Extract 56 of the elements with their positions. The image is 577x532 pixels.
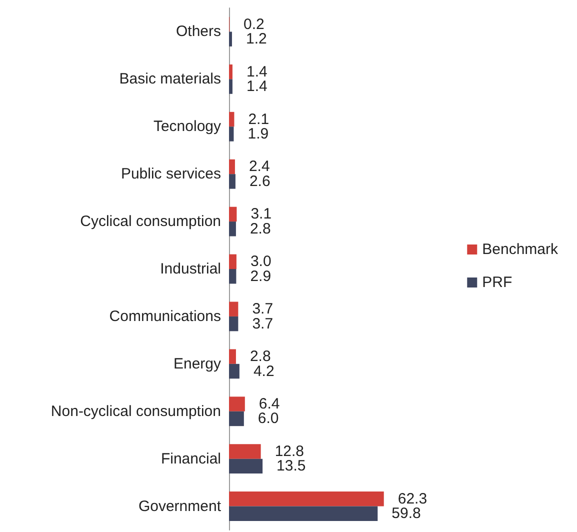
- bar: [229, 254, 236, 269]
- data-label: 6.4: [258, 396, 280, 413]
- data-label: 2.1: [248, 110, 270, 128]
- bar: [229, 316, 238, 332]
- data-label: 3.7: [252, 300, 274, 318]
- bar: [229, 458, 263, 474]
- data-label: 2.8: [250, 348, 271, 366]
- bar: [229, 506, 378, 521]
- y-tick-label: Industrial: [160, 260, 221, 278]
- bar: [229, 79, 232, 94]
- y-tick-label: Energy: [173, 355, 222, 372]
- bar: [229, 32, 232, 46]
- bar: [229, 349, 236, 364]
- data-label: 59.8: [392, 505, 421, 522]
- data-label: 0.2: [243, 16, 264, 33]
- y-tick-label: Communications: [109, 308, 221, 325]
- data-label: 1.4: [246, 78, 268, 96]
- bar: [229, 444, 261, 459]
- bar: [229, 206, 237, 222]
- data-label: 6.0: [258, 410, 279, 428]
- y-tick-label: Others: [176, 23, 221, 40]
- bar: [229, 174, 236, 189]
- bar: [229, 159, 235, 174]
- y-tick-label: Financial: [160, 450, 221, 468]
- legend-label: PRF: [482, 274, 512, 291]
- data-label: 2.4: [248, 158, 270, 176]
- bar: [229, 269, 236, 284]
- data-label: 2.6: [249, 172, 270, 190]
- y-tick-label: Non-cyclical consumption: [50, 402, 221, 420]
- data-label: 2.9: [250, 268, 272, 285]
- data-label: 3.1: [250, 206, 272, 223]
- bar: [229, 492, 384, 506]
- y-tick-label: Public services: [120, 166, 221, 183]
- bar: [229, 411, 244, 426]
- data-label: 1.4: [246, 63, 268, 80]
- data-label: 13.5: [276, 458, 306, 475]
- bar: [229, 396, 245, 412]
- bar: [229, 364, 240, 379]
- data-label: 62.3: [398, 490, 428, 508]
- data-label: 3.0: [250, 253, 272, 270]
- bar: [229, 302, 238, 316]
- data-label: 3.7: [252, 315, 274, 332]
- bar: [229, 112, 234, 127]
- data-label: 4.2: [253, 362, 274, 380]
- data-label: 1.2: [246, 30, 267, 48]
- data-label: 1.9: [248, 125, 269, 142]
- data-label: 2.8: [250, 220, 271, 238]
- legend-label: Benchmark: [482, 241, 558, 258]
- data-label: 12.8: [274, 442, 304, 460]
- y-tick-label: Cyclical consumption: [80, 213, 221, 230]
- bar: [229, 126, 234, 142]
- y-tick-label: Basic materials: [119, 70, 221, 88]
- bar: [229, 64, 232, 80]
- y-tick-label: Government: [138, 498, 222, 515]
- bar: [229, 222, 236, 236]
- y-tick-label: Tecnology: [153, 118, 222, 136]
